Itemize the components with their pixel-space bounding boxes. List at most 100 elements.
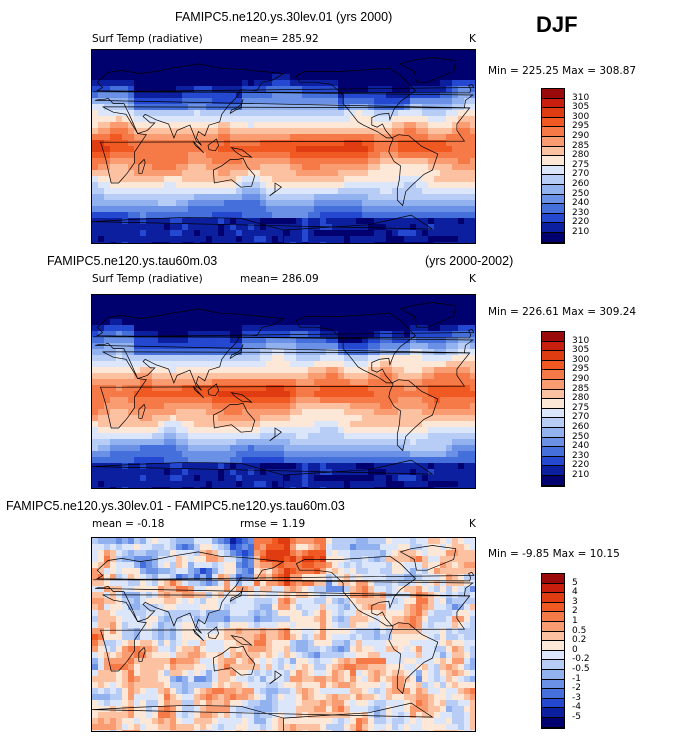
colorbar-tick-label: 275 — [572, 159, 590, 170]
coastline — [192, 140, 204, 154]
panel3-mean: mean = -0.18 — [92, 518, 165, 530]
colorbar-swatch — [542, 89, 564, 99]
colorbar-swatch — [542, 670, 564, 680]
colorbar-swatch — [542, 428, 564, 438]
coastline — [100, 594, 471, 672]
colorbar-swatch — [542, 213, 564, 224]
coastline — [230, 147, 253, 158]
colorbar-swatch — [542, 194, 564, 205]
colorbar-tick-label: -2 — [572, 683, 581, 694]
colorbar-tick-label: 1 — [572, 616, 578, 626]
panel1-var-label: Surf Temp (radiative) — [92, 33, 203, 45]
colorbar-tick-label: 260 — [572, 422, 590, 432]
colorbar-tick-label: -4 — [572, 702, 581, 713]
colorbar-swatch — [542, 370, 564, 380]
colorbar-tick-label: 285 — [572, 383, 590, 394]
colorbar-swatch — [542, 399, 564, 409]
colorbar-box — [541, 88, 565, 244]
colorbar-swatch — [542, 341, 564, 352]
colorbar-swatch — [542, 408, 564, 419]
coastline — [295, 555, 416, 627]
coastline — [93, 571, 475, 582]
colorbar-tick-label: 295 — [572, 364, 590, 375]
colorbar-swatch — [542, 98, 564, 109]
panel2-map-svg — [92, 295, 475, 488]
colorbar-tick-label: 280 — [572, 393, 590, 404]
colorbar-tick-label: 280 — [572, 150, 590, 161]
colorbar-tick-label: 4 — [572, 587, 578, 598]
coastline — [212, 645, 256, 676]
colorbar-swatch — [542, 456, 564, 467]
colorbar-tick-label: 3 — [572, 596, 578, 607]
colorbar-tick-label: 300 — [572, 354, 590, 365]
coastline — [95, 551, 474, 634]
coastline — [100, 106, 471, 184]
coastline — [399, 302, 457, 328]
colorbar-tick-label: 285 — [572, 140, 590, 151]
colorbar-tick-label: 305 — [572, 102, 590, 113]
colorbar-swatch — [542, 332, 564, 342]
panel2-mean: mean= 286.09 — [240, 273, 319, 285]
coastline — [95, 308, 474, 391]
colorbar-tick-label: 295 — [572, 121, 590, 132]
colorbar-swatch — [542, 108, 564, 118]
colorbar-swatch — [542, 447, 564, 457]
panel3-map-svg — [92, 538, 475, 731]
colorbar-swatch — [542, 156, 564, 166]
colorbar-swatch — [542, 389, 564, 400]
panel3-unit: K — [469, 518, 476, 530]
panel2-minmax: Min = 226.61 Max = 309.24 — [488, 306, 637, 318]
panel3-rmse: rmse = 1.19 — [240, 518, 306, 530]
colorbar-swatch — [542, 185, 564, 195]
colorbar-tick-label: 2 — [572, 606, 578, 617]
coastline — [388, 134, 439, 207]
coastline — [230, 635, 253, 646]
panel2-var-label: Surf Temp (radiative) — [92, 273, 203, 285]
coastline — [207, 383, 219, 397]
panel2-unit: K — [469, 273, 476, 285]
panel2-years: (yrs 2000-2002) — [425, 254, 514, 268]
colorbar-swatch — [542, 233, 564, 243]
panel1-mean: mean= 285.92 — [240, 33, 319, 45]
colorbar-tick-label: 260 — [572, 179, 590, 189]
colorbar-swatch — [542, 612, 564, 622]
colorbar-tick-label: 0 — [572, 644, 578, 655]
coastline — [229, 99, 244, 115]
colorbar-tick-label: 310 — [572, 92, 590, 103]
colorbar-tick-label: 0.5 — [572, 625, 587, 636]
coastline — [230, 392, 253, 403]
coastline — [269, 427, 283, 442]
panel1-map-svg — [92, 50, 475, 243]
coastline — [229, 344, 244, 360]
colorbar-swatch — [542, 708, 564, 718]
coastline — [399, 545, 457, 571]
coastline — [399, 57, 457, 83]
colorbar-swatch — [542, 602, 564, 613]
colorbar-tick-label: -3 — [572, 692, 581, 703]
panel2-title: FAMIPC5.ne120.ys.tau60m.03 — [47, 254, 218, 268]
panel1-title: FAMIPC5.ne120.ys.30lev.01 (yrs 2000) — [175, 10, 393, 24]
colorbar-tick-label: 250 — [572, 431, 590, 442]
panel2-map — [91, 294, 476, 489]
colorbar-swatch — [542, 351, 564, 361]
colorbar-swatch — [542, 476, 564, 486]
colorbar-tick-label: 250 — [572, 188, 590, 199]
colorbar-tick-label: -1 — [572, 673, 581, 684]
colorbar-swatch — [542, 437, 564, 448]
coastline — [93, 328, 475, 339]
coastline — [388, 622, 439, 695]
colorbar-tick-label: 290 — [572, 374, 590, 384]
colorbar-tick-label: 240 — [572, 441, 590, 452]
colorbar-swatch — [542, 631, 564, 642]
coastline — [95, 63, 474, 146]
coastline — [295, 312, 416, 384]
colorbar-swatch — [542, 698, 564, 709]
colorbar-swatch — [542, 574, 564, 584]
colorbar-swatch — [542, 165, 564, 176]
colorbar-tick-label: 310 — [572, 335, 590, 346]
colorbar-tick-label: 5 — [572, 577, 578, 588]
colorbar-swatch — [542, 127, 564, 137]
colorbar-swatch — [542, 146, 564, 157]
colorbar-tick-label: 270 — [572, 169, 590, 180]
coastline — [388, 379, 439, 452]
